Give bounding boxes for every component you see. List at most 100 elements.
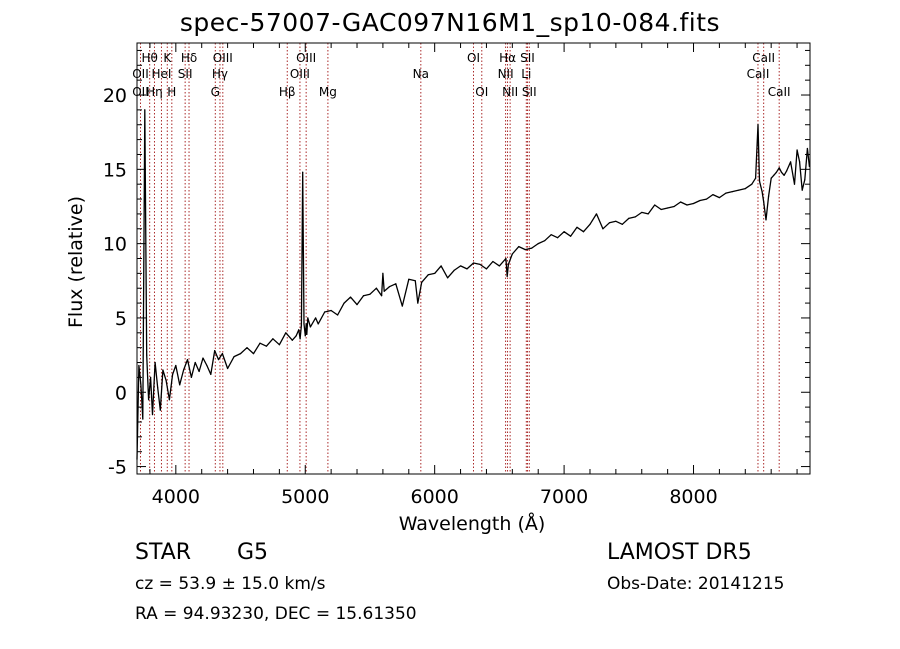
data-point	[801, 189, 803, 191]
data-point	[634, 216, 636, 218]
data-point	[144, 109, 146, 111]
data-point	[421, 281, 423, 283]
data-point	[773, 174, 775, 176]
data-point	[259, 342, 261, 344]
spectrum-series	[136, 109, 811, 460]
data-point	[395, 283, 397, 285]
data-point	[511, 253, 513, 255]
data-point	[641, 211, 643, 214]
line-marker-label: NII	[498, 67, 514, 81]
object-subclass: G5	[237, 540, 269, 565]
data-point	[628, 217, 630, 219]
data-point	[298, 329, 300, 331]
data-point	[459, 265, 462, 267]
axes	[136, 42, 811, 475]
object-class: STAR	[135, 540, 192, 565]
redshift-cz: cz = 53.9 ± 15.0 km/s	[135, 574, 326, 594]
line-marker-label: CaII	[752, 51, 775, 65]
line-marker-label: OI	[467, 51, 480, 65]
data-point	[168, 399, 170, 401]
data-point	[654, 204, 656, 206]
data-point	[757, 124, 759, 126]
data-point	[793, 183, 796, 185]
line-marker-label: OII	[132, 67, 149, 81]
data-point	[383, 290, 385, 292]
data-point	[725, 192, 727, 194]
data-point	[531, 247, 533, 249]
data-point	[315, 317, 317, 319]
data-point	[324, 311, 326, 313]
data-point	[718, 196, 721, 199]
data-point	[761, 191, 763, 193]
line-marker-label: OIII	[213, 51, 233, 65]
line-marker-label: G	[211, 85, 220, 99]
data-point	[679, 201, 682, 203]
data-point	[198, 370, 200, 373]
data-point	[291, 339, 293, 341]
data-point	[498, 265, 500, 267]
data-point	[299, 338, 301, 340]
data-point	[705, 198, 708, 200]
line-marker-label: Mg	[319, 85, 337, 99]
data-point	[485, 268, 488, 270]
data-point	[239, 353, 242, 355]
data-point	[165, 379, 167, 381]
data-point	[767, 195, 770, 197]
data-point	[778, 167, 780, 169]
line-marker-label: SII	[520, 51, 535, 65]
data-point	[146, 354, 148, 356]
data-point	[506, 275, 508, 277]
line-markers	[139, 43, 780, 474]
y-tick-label: -5	[108, 457, 127, 479]
data-point	[589, 223, 591, 225]
data-point	[186, 358, 189, 361]
line-marker-label: OIII	[296, 51, 316, 65]
x-tick-label: 6000	[410, 486, 458, 508]
obs-date: Obs-Date: 20141215	[607, 574, 785, 594]
data-point	[595, 213, 598, 215]
data-point	[375, 287, 378, 289]
data-point	[252, 353, 255, 355]
line-marker-label: CaII	[768, 85, 791, 99]
data-point	[414, 280, 416, 282]
data-point	[151, 413, 154, 416]
data-point	[806, 147, 809, 150]
line-marker-label: Li	[521, 67, 531, 81]
line-marker-label: Hθ	[141, 51, 157, 65]
data-point	[550, 234, 552, 236]
data-point	[602, 228, 604, 230]
data-point	[505, 257, 507, 260]
data-point	[148, 399, 150, 401]
data-point	[343, 302, 345, 304]
data-point	[140, 384, 142, 386]
data-point	[447, 277, 449, 279]
data-point	[349, 296, 352, 298]
line-marker-label: OI	[475, 85, 488, 99]
data-point	[738, 189, 740, 191]
data-point	[356, 303, 358, 306]
data-point	[278, 344, 280, 346]
data-point	[804, 179, 806, 181]
data-point	[440, 265, 442, 267]
data-point	[557, 237, 559, 239]
chart-title: spec-57007-GAC097N16M1_sp10-084.fits	[179, 8, 721, 37]
line-marker-label: CaII	[747, 67, 770, 81]
data-point	[190, 376, 192, 378]
data-point	[306, 333, 308, 335]
data-point	[731, 191, 733, 193]
data-point	[194, 361, 196, 364]
data-point	[417, 302, 419, 304]
data-point	[537, 243, 539, 245]
data-point	[755, 177, 757, 179]
data-point	[202, 357, 204, 359]
data-point	[751, 183, 753, 185]
data-point	[744, 188, 746, 190]
x-tick-label: 4000	[152, 486, 200, 508]
data-point	[303, 323, 305, 325]
data-point	[304, 335, 306, 337]
line-marker-label: H	[167, 85, 176, 99]
data-point	[217, 358, 220, 361]
data-point	[492, 260, 494, 263]
data-point	[507, 263, 510, 266]
